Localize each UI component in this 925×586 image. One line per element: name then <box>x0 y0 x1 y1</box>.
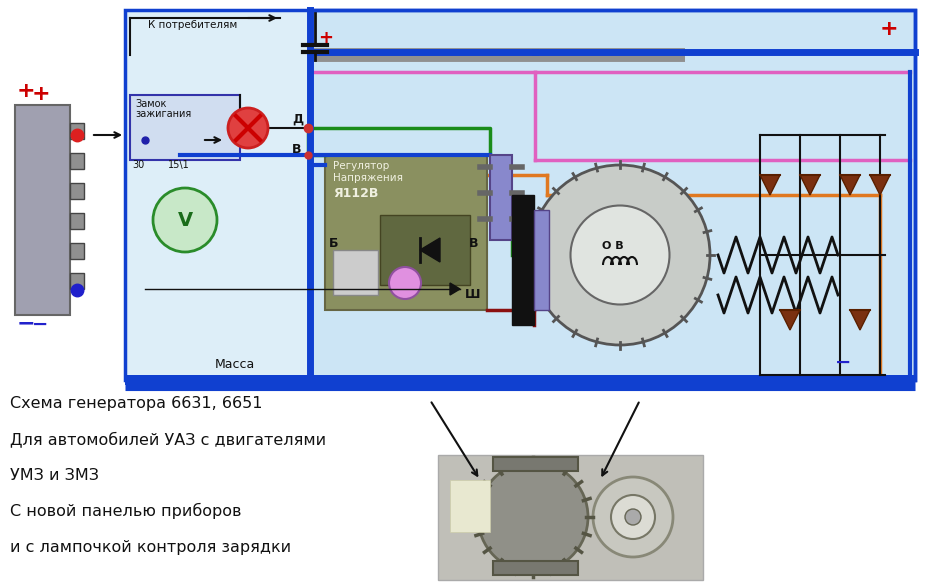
Text: +: + <box>880 19 898 39</box>
Text: +: + <box>318 29 333 47</box>
Text: −: − <box>32 315 48 334</box>
Polygon shape <box>780 310 800 330</box>
Text: Регулятор: Регулятор <box>333 161 389 171</box>
Text: В: В <box>469 237 478 250</box>
Bar <box>333 250 378 295</box>
Bar <box>490 155 512 240</box>
Circle shape <box>593 477 673 557</box>
Text: зажигания: зажигания <box>135 109 191 119</box>
Text: Я112В: Я112В <box>333 187 378 200</box>
Circle shape <box>153 188 217 252</box>
Bar <box>450 480 490 532</box>
Circle shape <box>478 462 588 572</box>
Text: Замок: Замок <box>135 99 166 109</box>
Text: К потребителям: К потребителям <box>148 20 237 30</box>
Bar <box>130 95 240 160</box>
Bar <box>70 243 84 259</box>
Bar <box>310 10 915 380</box>
Circle shape <box>611 495 655 539</box>
Bar <box>493 457 578 471</box>
Text: V: V <box>178 210 192 230</box>
Polygon shape <box>870 175 890 195</box>
Polygon shape <box>760 175 780 195</box>
Text: Б: Б <box>329 237 339 250</box>
Circle shape <box>625 509 641 525</box>
Polygon shape <box>840 175 860 195</box>
Bar <box>125 10 915 380</box>
Polygon shape <box>420 238 440 262</box>
Text: +: + <box>17 81 36 101</box>
Bar <box>70 273 84 289</box>
Text: −: − <box>835 353 851 372</box>
Polygon shape <box>800 175 820 195</box>
Text: −: − <box>17 313 36 333</box>
Text: Напряжения: Напряжения <box>333 173 403 183</box>
Bar <box>70 123 84 139</box>
Text: С новой панелью приборов: С новой панелью приборов <box>10 503 241 519</box>
Text: +: + <box>32 84 51 104</box>
Circle shape <box>228 108 268 148</box>
Circle shape <box>389 267 421 299</box>
Polygon shape <box>850 310 870 330</box>
Bar <box>70 153 84 169</box>
Text: Для автомобилей УАЗ с двигателями: Для автомобилей УАЗ с двигателями <box>10 431 327 447</box>
Bar <box>325 155 487 310</box>
Bar <box>534 210 549 310</box>
Text: 30: 30 <box>132 160 144 170</box>
Bar <box>125 10 310 380</box>
Circle shape <box>530 165 710 345</box>
Text: 15\1: 15\1 <box>168 160 190 170</box>
Text: УМЗ и ЗМЗ: УМЗ и ЗМЗ <box>10 468 99 483</box>
Text: Ш: Ш <box>465 288 480 301</box>
Text: В: В <box>292 143 302 156</box>
Bar <box>70 213 84 229</box>
Bar <box>15 105 70 315</box>
Bar <box>512 195 534 325</box>
Text: Масса: Масса <box>215 358 255 371</box>
Text: О В: О В <box>602 241 623 251</box>
Polygon shape <box>450 283 460 295</box>
Bar <box>70 183 84 199</box>
Text: и с лампочкой контроля зарядки: и с лампочкой контроля зарядки <box>10 540 291 555</box>
Bar <box>380 215 470 285</box>
Bar <box>493 561 578 575</box>
Circle shape <box>571 206 670 305</box>
Text: Схема генератора 6631, 6651: Схема генератора 6631, 6651 <box>10 396 263 411</box>
Bar <box>125 375 915 385</box>
Bar <box>438 455 703 580</box>
Text: Д: Д <box>292 113 303 126</box>
